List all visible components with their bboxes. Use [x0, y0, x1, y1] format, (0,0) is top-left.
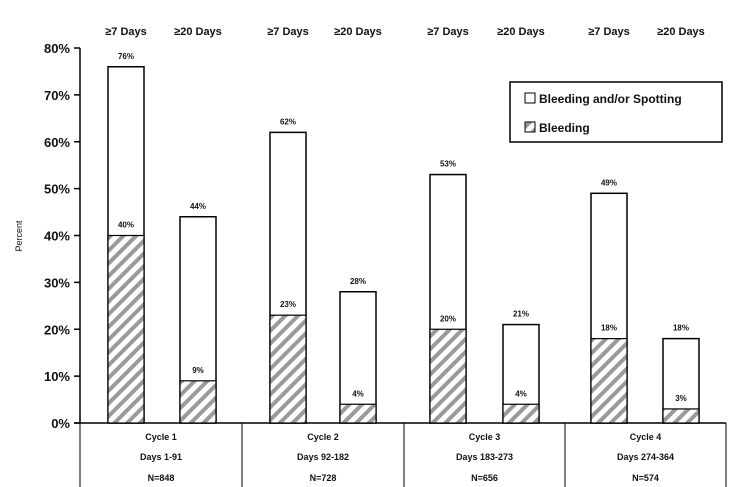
y-tick-label: 80% — [44, 41, 70, 56]
bar-bleeding — [339, 403, 377, 424]
group-label-n: N=728 — [310, 473, 337, 483]
group-label-days: Days 274-364 — [617, 452, 674, 462]
bar-bleeding — [429, 328, 467, 424]
data-label-bleeding: 20% — [440, 314, 456, 323]
y-tick-label: 0% — [51, 416, 70, 431]
y-tick-label: 70% — [44, 88, 70, 103]
bar-top-label: ≥20 Days — [174, 26, 222, 38]
data-label-bleeding-spotting: 62% — [280, 117, 296, 126]
data-label-bleeding-spotting: 18% — [673, 324, 689, 333]
bar-bleeding-spotting — [339, 291, 377, 424]
y-axis-title: Percent — [14, 220, 24, 252]
data-label-bleeding: 9% — [192, 366, 204, 375]
data-label-bleeding-spotting: 44% — [190, 202, 206, 211]
group-label-cycle: Cycle 4 — [630, 432, 662, 442]
group-label-n: N=848 — [148, 473, 175, 483]
data-label-bleeding-spotting: 28% — [350, 277, 366, 286]
bar-bleeding — [269, 314, 307, 424]
data-label-bleeding: 4% — [515, 389, 527, 398]
bars — [107, 66, 700, 424]
data-label-bleeding: 3% — [675, 394, 687, 403]
bar-top-label: ≥20 Days — [657, 26, 705, 38]
y-tick-label: 40% — [44, 229, 70, 244]
bar-top-label: ≥7 Days — [588, 26, 630, 38]
y-tick-label: 20% — [44, 322, 70, 337]
bar-bleeding — [107, 234, 145, 424]
legend-box — [509, 81, 723, 143]
bar-bleeding — [179, 380, 217, 424]
y-tick-label: 50% — [44, 182, 70, 197]
legend-label-bleeding: Bleeding — [539, 121, 590, 135]
group-label-cycle: Cycle 1 — [145, 432, 177, 442]
data-label-bleeding: 4% — [352, 389, 364, 398]
group-label-cycle: Cycle 3 — [469, 432, 501, 442]
group-label-days: Days 183-273 — [456, 452, 513, 462]
group-label-n: N=574 — [632, 473, 659, 483]
bar-bleeding — [590, 338, 628, 424]
data-label-bleeding-spotting: 53% — [440, 160, 456, 169]
legend-swatch-bleeding — [524, 121, 536, 133]
labels: Cycle 1 Days 1-91 N=848 Cycle 2 Days 92-182 N… — [105, 26, 705, 483]
data-label-bleeding: 40% — [118, 221, 134, 230]
group-label-days: Days 92-182 — [297, 452, 349, 462]
y-tick-label: 60% — [44, 135, 70, 150]
y-tick-label: 10% — [44, 369, 70, 384]
bar-top-label: ≥20 Days — [497, 26, 545, 38]
bar-top-label: ≥7 Days — [105, 26, 147, 38]
group-label-cycle: Cycle 2 — [307, 432, 339, 442]
bar-top-label: ≥7 Days — [267, 26, 309, 38]
bar-top-label: ≥7 Days — [427, 26, 469, 38]
legend-swatch-bleeding-spotting — [524, 92, 536, 104]
data-label-bleeding-spotting: 76% — [118, 52, 134, 61]
data-label-bleeding: 23% — [280, 300, 296, 309]
legend-label-bleeding-spotting: Bleeding and/or Spotting — [539, 92, 682, 106]
bar-top-label: ≥20 Days — [334, 26, 382, 38]
data-label-bleeding: 18% — [601, 324, 617, 333]
data-label-bleeding-spotting: 21% — [513, 310, 529, 319]
legend: Bleeding and/or Spotting Bleeding — [509, 81, 723, 143]
y-tick-label: 30% — [44, 275, 70, 290]
group-label-days: Days 1-91 — [140, 452, 182, 462]
bar-bleeding — [502, 403, 540, 424]
group-label-n: N=656 — [471, 473, 498, 483]
data-label-bleeding-spotting: 49% — [601, 178, 617, 187]
bar-bleeding — [662, 408, 700, 424]
